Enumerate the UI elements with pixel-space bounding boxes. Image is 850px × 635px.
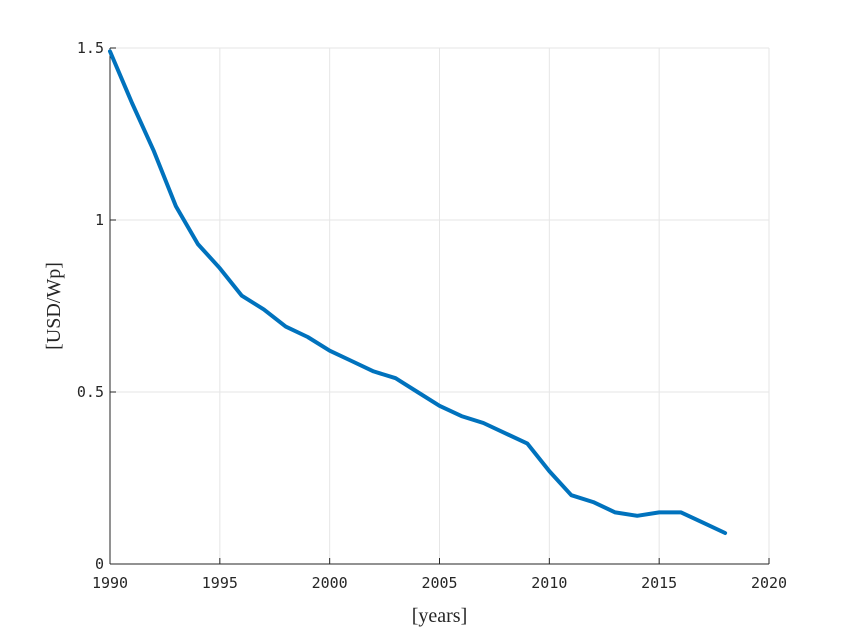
x-tick-label: 2015 <box>641 574 677 592</box>
axes <box>109 47 770 565</box>
x-tick-label: 2000 <box>312 574 348 592</box>
y-tick-label: 1.5 <box>77 39 104 57</box>
x-axis-label: [years] <box>412 605 468 627</box>
y-axis-label: [USD/Wp] <box>43 262 65 350</box>
series-layer <box>108 49 728 535</box>
y-tick-label: 0.5 <box>77 383 104 401</box>
x-tick-label: 1990 <box>92 574 128 592</box>
y-tick-label: 0 <box>95 555 104 573</box>
x-tick-label: 2020 <box>751 574 787 592</box>
x-tick-label: 2010 <box>531 574 567 592</box>
y-tick-label: 1 <box>95 211 104 229</box>
x-tick-label: 2005 <box>421 574 457 592</box>
x-tick-label: 1995 <box>202 574 238 592</box>
series-line <box>108 49 728 535</box>
tick-labels: 1990 1995 2000 2005 2010 2015 2020 0 0.5 1 1.5 <box>77 39 787 592</box>
grid <box>109 47 770 565</box>
